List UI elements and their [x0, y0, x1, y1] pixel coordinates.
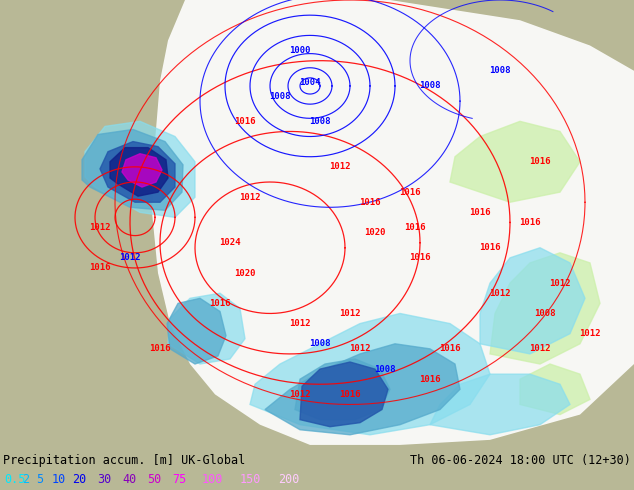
Text: 1008: 1008 [374, 365, 396, 373]
Text: 1016: 1016 [519, 218, 541, 227]
Text: 1020: 1020 [365, 228, 385, 237]
Polygon shape [168, 293, 245, 364]
Text: 50: 50 [147, 473, 161, 487]
Text: 1016: 1016 [399, 188, 421, 196]
Text: 1016: 1016 [209, 299, 231, 308]
Polygon shape [430, 374, 570, 435]
Text: 100: 100 [202, 473, 223, 487]
Text: 1012: 1012 [89, 223, 111, 232]
Text: 1012: 1012 [349, 344, 371, 353]
Text: 1016: 1016 [439, 344, 461, 353]
Polygon shape [265, 344, 460, 435]
Text: 10: 10 [52, 473, 66, 487]
Text: 1016: 1016 [469, 208, 491, 217]
Text: 30: 30 [97, 473, 111, 487]
Text: 1012: 1012 [489, 289, 511, 298]
Text: 0.5: 0.5 [4, 473, 25, 487]
Text: Th 06-06-2024 18:00 UTC (12+30): Th 06-06-2024 18:00 UTC (12+30) [410, 454, 631, 467]
Text: 1016: 1016 [419, 375, 441, 384]
Polygon shape [295, 359, 390, 419]
Text: 200: 200 [278, 473, 299, 487]
Text: 1008: 1008 [269, 92, 291, 100]
Text: 1016: 1016 [529, 157, 551, 166]
Polygon shape [152, 0, 634, 445]
Text: 1016: 1016 [149, 344, 171, 353]
Polygon shape [450, 122, 580, 202]
Text: 1012: 1012 [329, 162, 351, 171]
Text: Precipitation accum. [m] UK-Global: Precipitation accum. [m] UK-Global [3, 454, 245, 467]
Text: 150: 150 [240, 473, 261, 487]
Text: 1012: 1012 [529, 344, 551, 353]
Text: 1008: 1008 [309, 339, 331, 348]
Text: 1016: 1016 [89, 264, 111, 272]
Text: 1020: 1020 [234, 269, 256, 277]
Polygon shape [85, 122, 195, 218]
Text: 1012: 1012 [289, 319, 311, 328]
Text: 1004: 1004 [299, 78, 321, 87]
Text: 40: 40 [122, 473, 136, 487]
Text: 1008: 1008 [309, 117, 331, 126]
Text: 1012: 1012 [339, 309, 361, 318]
Text: 1016: 1016 [404, 223, 426, 232]
Text: 1016: 1016 [479, 243, 501, 252]
Text: 1016: 1016 [359, 198, 381, 207]
Text: 1008: 1008 [419, 81, 441, 91]
Text: 1008: 1008 [534, 309, 556, 318]
Polygon shape [520, 364, 590, 415]
Text: 2: 2 [22, 473, 29, 487]
Text: 1016: 1016 [410, 253, 430, 262]
Text: 1012: 1012 [239, 193, 261, 202]
Polygon shape [122, 154, 162, 187]
Polygon shape [82, 129, 183, 210]
Polygon shape [300, 362, 388, 427]
Text: 1016: 1016 [234, 117, 256, 126]
Polygon shape [480, 248, 585, 354]
Text: 1012: 1012 [119, 253, 141, 262]
Text: 1008: 1008 [489, 66, 511, 75]
Text: 1024: 1024 [219, 238, 241, 247]
Text: 1000: 1000 [289, 46, 311, 55]
Text: 1016: 1016 [339, 390, 361, 399]
Text: 1012: 1012 [289, 390, 311, 399]
Polygon shape [490, 253, 600, 364]
Text: 1012: 1012 [549, 279, 571, 288]
Polygon shape [100, 142, 175, 202]
Polygon shape [110, 147, 168, 196]
Text: 75: 75 [172, 473, 186, 487]
Polygon shape [250, 314, 490, 435]
Text: 1012: 1012 [579, 329, 601, 338]
Text: 20: 20 [72, 473, 86, 487]
Text: 5: 5 [36, 473, 43, 487]
Polygon shape [167, 298, 226, 364]
